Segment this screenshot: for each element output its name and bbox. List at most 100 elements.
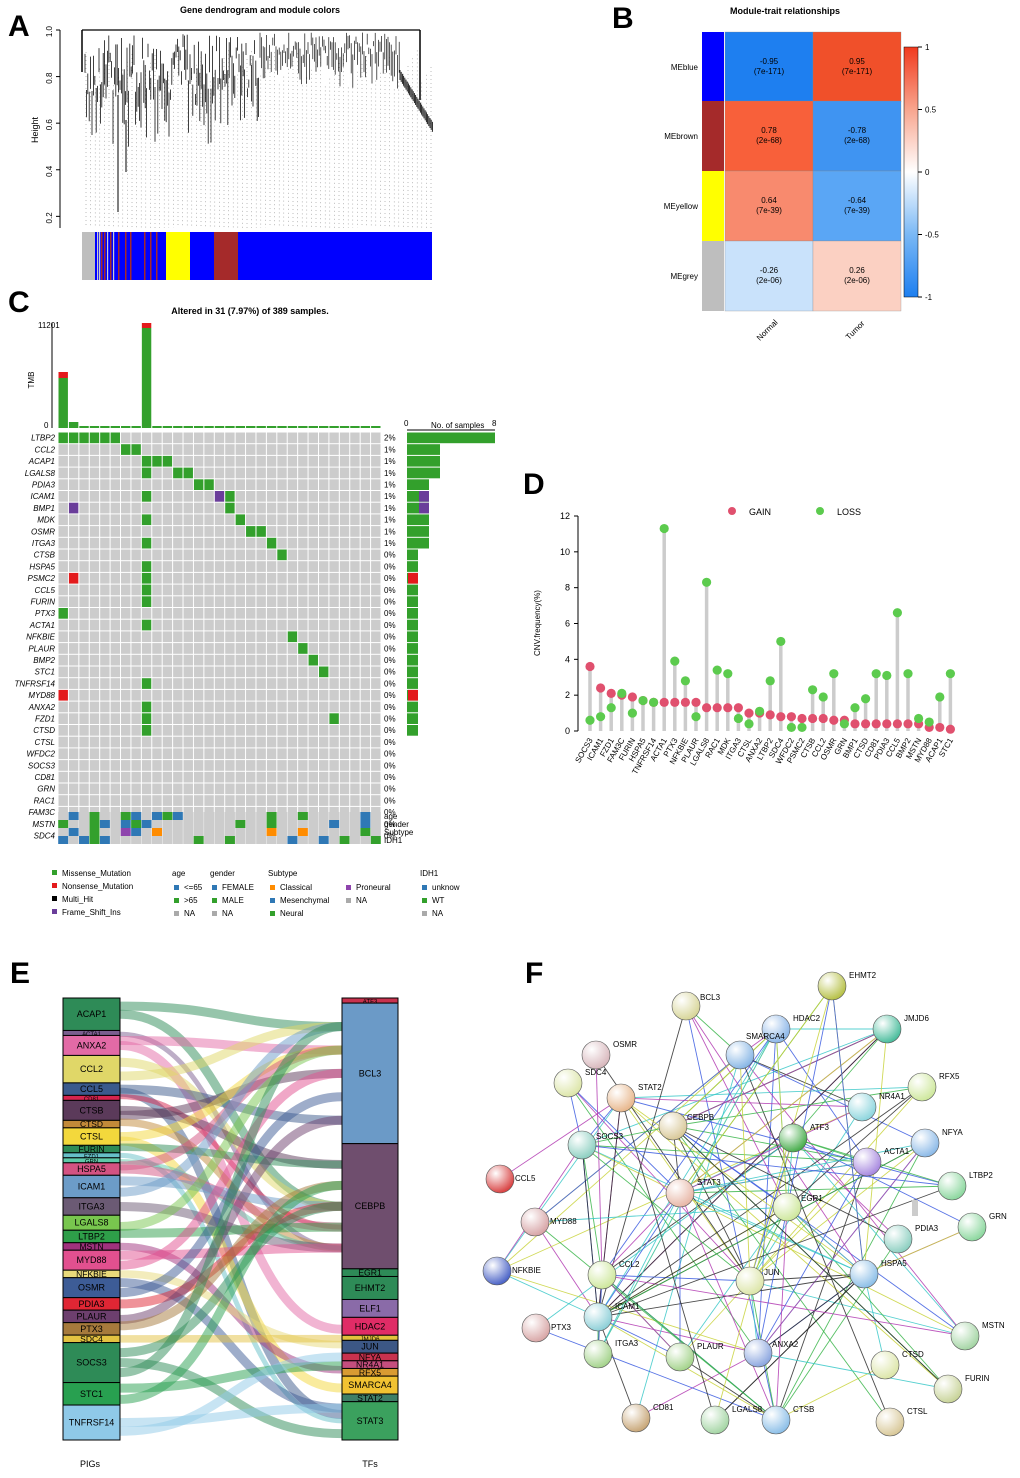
oncoplot-cell <box>89 491 100 502</box>
oncoplot-cell <box>141 713 152 724</box>
gene-label: MYD88 <box>28 691 55 700</box>
oncoplot-cell <box>329 701 339 713</box>
oncoplot-cell <box>58 701 68 713</box>
module-trait-heatmap: MEblue-0.95(7e-171)0.95(7e-171)MEbrown0.… <box>664 31 902 343</box>
oncoplot-cell <box>89 713 100 724</box>
protein-label: PLAUR <box>697 1342 724 1351</box>
cnv-loss-point <box>659 523 669 534</box>
oncoplot-cell <box>68 701 79 713</box>
oncoplot-cell <box>183 596 193 607</box>
oncoplot-cell <box>277 444 287 455</box>
oncoplot-cell <box>329 631 339 643</box>
oncoplot-cell <box>287 783 298 795</box>
oncoplot-cell <box>266 689 277 701</box>
oncoplot-cell <box>131 631 141 643</box>
annot-subtype <box>318 828 329 836</box>
annot-age <box>68 812 79 820</box>
oncoplot-cell <box>162 596 173 607</box>
gene-label: ITGA3 <box>32 539 56 548</box>
oncoplot-cell <box>204 631 214 643</box>
oncoplot-cell <box>350 491 360 502</box>
oncoplot-cell <box>141 455 152 467</box>
gene-label: FAM3C <box>28 808 55 817</box>
oncoplot-cell <box>287 725 298 736</box>
oncoplot-cell <box>256 666 266 678</box>
protein-node <box>485 1164 515 1194</box>
pig-label: PTX3 <box>80 1324 103 1334</box>
annot-subtype <box>349 828 360 836</box>
oncoplot-cell <box>121 572 131 584</box>
oncoplot-cell <box>287 795 298 806</box>
legend-item: FEMALE <box>222 883 254 892</box>
y-tick-label: 12 <box>560 511 570 521</box>
oncoplot-cell <box>121 795 131 806</box>
network-edge <box>581 1144 603 1276</box>
oncoplot-cell <box>277 549 287 561</box>
oncoplot-cell <box>329 514 339 526</box>
oncoplot-cell <box>89 526 100 537</box>
oncoplot-cell <box>287 467 298 479</box>
legend-swatch <box>422 911 427 916</box>
oncoplot-cell <box>68 444 79 455</box>
legend-item: Mesenchymal <box>280 896 330 905</box>
oncoplot-cell <box>329 479 339 490</box>
side-bars: 0 8No. of samples <box>404 419 497 736</box>
panel-a-label: A <box>8 10 30 43</box>
oncoplot-cell <box>318 736 329 748</box>
oncoplot-cell <box>298 572 308 584</box>
network-edge <box>749 1137 794 1282</box>
oncoplot-cell <box>246 596 256 607</box>
oncoplot-cell <box>141 596 152 607</box>
oncoplot-cell <box>360 537 371 549</box>
oncoplot-cell <box>360 514 371 526</box>
oncoplot-cell <box>152 619 162 631</box>
oncoplot-cell <box>183 584 193 596</box>
oncoplot-cell <box>141 736 152 748</box>
oncoplot-cell <box>193 467 204 479</box>
oncoplot-cell <box>339 631 350 643</box>
oncoplot-cell <box>339 725 350 736</box>
oncoplot-cell <box>58 561 68 572</box>
oncoplot-cell <box>225 596 235 607</box>
oncoplot-cell <box>89 631 100 643</box>
oncoplot-cell <box>68 631 79 643</box>
protein-label: CTSD <box>902 1350 924 1359</box>
oncoplot-cell <box>339 455 350 467</box>
annot-idh1 <box>329 836 340 844</box>
oncoplot-cell <box>214 771 225 783</box>
oncoplot-cell <box>68 795 79 806</box>
oncoplot-cell <box>235 760 246 771</box>
tmb-bar <box>339 426 350 428</box>
oncoplot-cell <box>225 514 235 526</box>
oncoplot-cell <box>246 689 256 701</box>
network-edge <box>775 1206 788 1421</box>
annot-gender <box>89 820 100 828</box>
oncoplot-cell <box>371 725 381 736</box>
cnv-loss-point <box>596 712 606 722</box>
oncoplot-cell <box>131 444 141 455</box>
oncoplot-cell <box>339 736 350 748</box>
network-edge <box>597 1316 681 1358</box>
gene-percent: 0% <box>384 832 396 841</box>
tf-node <box>341 1143 399 1270</box>
protein-label: CTSL <box>907 1407 928 1416</box>
oncoplot-cell <box>183 526 193 537</box>
oncoplot-cell <box>89 514 100 526</box>
oncoplot-cell <box>277 502 287 514</box>
oncoplot-cell <box>235 689 246 701</box>
annot-subtype <box>297 828 308 836</box>
oncoplot-cell <box>79 760 89 771</box>
oncoplot-cell <box>256 502 266 514</box>
annot-age <box>360 812 371 820</box>
cnv-loss-point <box>691 712 701 722</box>
oncoplot-cell <box>298 608 308 619</box>
oncoplot-cell <box>110 549 121 561</box>
oncoplot-cell <box>204 643 214 654</box>
oncoplot-cell <box>308 795 318 806</box>
oncoplot-cell <box>277 584 287 596</box>
side-bar <box>407 608 418 619</box>
oncoplot-cell <box>225 666 235 678</box>
panel-d-label: D <box>523 468 545 501</box>
cnv-loss-point <box>617 688 627 698</box>
oncoplot-cell <box>256 549 266 561</box>
